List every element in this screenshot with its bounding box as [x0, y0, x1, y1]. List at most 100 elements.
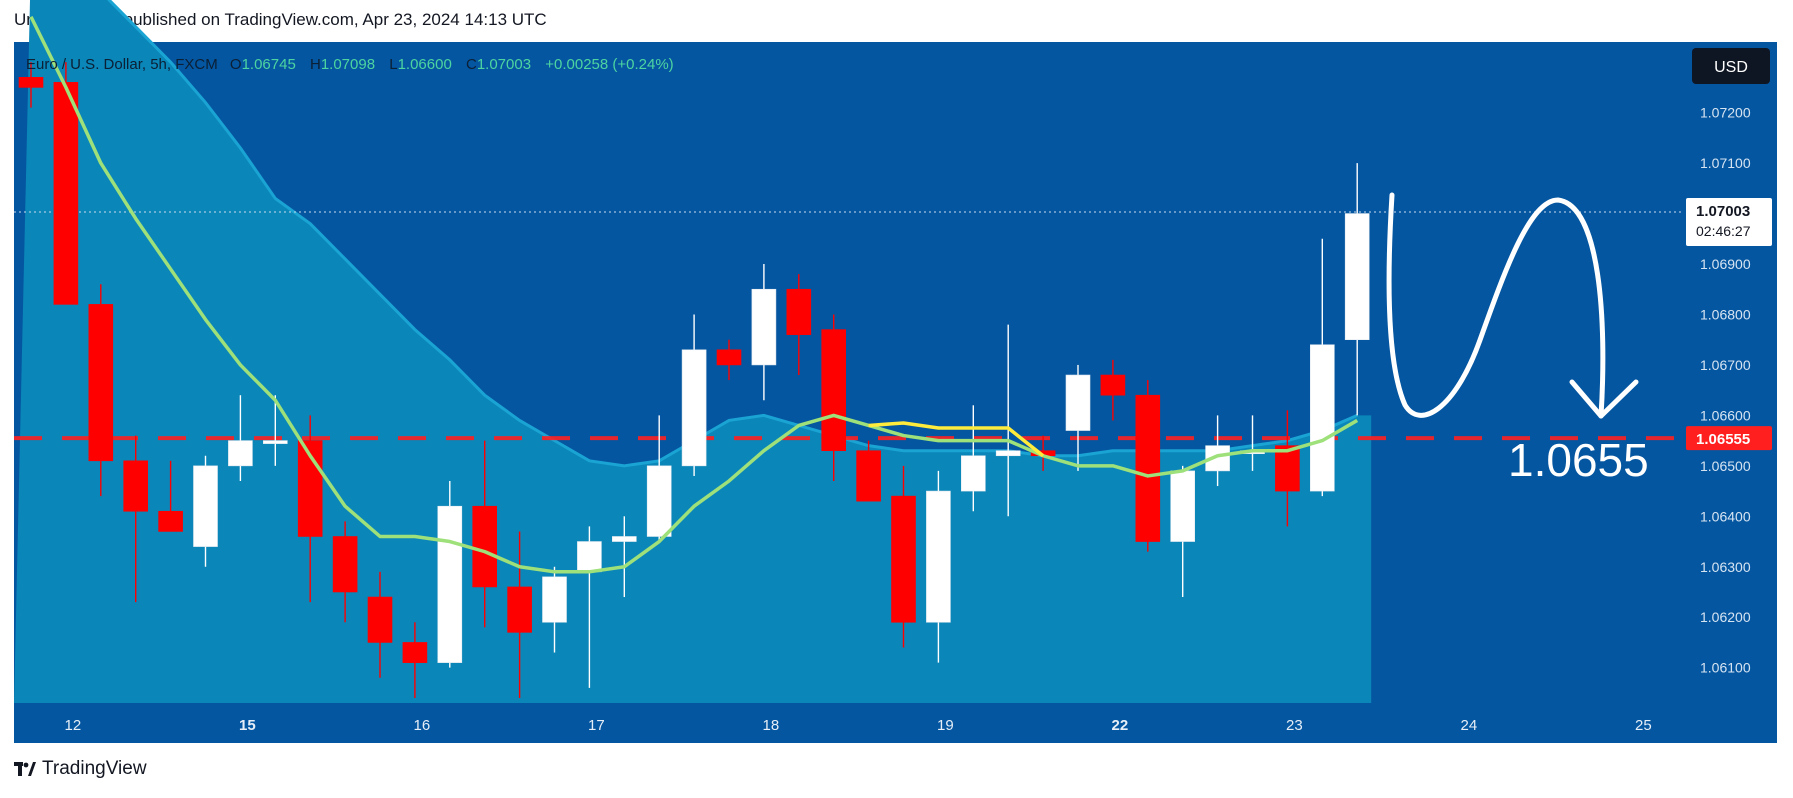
- candle-body: [891, 495, 916, 623]
- price-tick-label: 1.06300: [1700, 559, 1751, 575]
- candle-up: [681, 314, 707, 476]
- candle-body: [716, 349, 742, 366]
- candle-down: [507, 531, 532, 698]
- price-axis-panel: [1684, 42, 1777, 743]
- candle-body: [751, 288, 777, 366]
- legend-open-label: O: [230, 56, 242, 73]
- currency-button-label: USD: [1714, 59, 1748, 76]
- footer-brand-text: TradingView: [42, 758, 147, 779]
- time-tick-label: 24: [1461, 717, 1478, 734]
- legend-open-value: 1.06745: [242, 56, 296, 73]
- candle-down: [18, 62, 44, 108]
- legend-low-label: L: [389, 56, 397, 73]
- time-tick-label: 12: [65, 717, 82, 734]
- symbol-legend[interactable]: Euro / U.S. Dollar, 5h, FXCM O1.06745 H1…: [26, 56, 674, 73]
- candle-body: [332, 536, 358, 593]
- price-tick-label: 1.06900: [1700, 256, 1751, 272]
- candle-body: [18, 77, 44, 88]
- candle-body: [1100, 374, 1126, 396]
- candle-up: [1310, 238, 1335, 497]
- ma-fast-line: [29, 15, 1359, 574]
- candle-down: [123, 435, 148, 603]
- candle-down: [786, 274, 812, 376]
- candle-down: [856, 440, 881, 502]
- legend-close-value: 1.07003: [477, 56, 531, 73]
- candle-down: [891, 465, 916, 648]
- candle-body: [542, 576, 567, 623]
- time-tick-label: 23: [1286, 717, 1303, 734]
- last-price-badge: 1.07003 02:46:27: [1686, 198, 1772, 247]
- price-tick-label: 1.06500: [1700, 458, 1751, 474]
- candle-up: [960, 405, 986, 512]
- svg-text:Euro / U.S. Dollar, 5h, FXCM: Euro / U.S. Dollar, 5h, FXCM O1.06745 H1…: [26, 56, 674, 73]
- price-tick-label: 1.07200: [1700, 105, 1751, 121]
- candle-down: [1275, 410, 1300, 527]
- candle-up: [437, 480, 463, 668]
- legend-high-label: H: [310, 56, 321, 73]
- candle-body: [1065, 374, 1091, 431]
- candle-body: [437, 505, 463, 663]
- level-price-badge: 1.06555: [1686, 426, 1772, 451]
- price-tick-label: 1.07100: [1700, 155, 1751, 171]
- candle-body: [1310, 344, 1335, 492]
- candle-up: [1170, 465, 1195, 598]
- time-axis: 12 15 16 17 18 19 22 23 24 25: [65, 717, 1652, 734]
- candle-body: [577, 541, 602, 573]
- ma-area-fill: [14, 0, 1372, 703]
- time-tick-label: 25: [1635, 717, 1652, 734]
- candle-body: [158, 510, 183, 532]
- candle-body: [507, 586, 532, 633]
- annotation-target-price: 1.0655: [1508, 434, 1649, 486]
- level-price-value: 1.06555: [1696, 431, 1750, 448]
- candle-body: [926, 490, 951, 623]
- candle-up: [228, 395, 253, 481]
- time-tick-label: 22: [1112, 717, 1129, 734]
- candle-down: [53, 62, 79, 305]
- time-tick-label: 16: [414, 717, 431, 734]
- candle-down: [472, 440, 498, 628]
- candle-body: [123, 460, 148, 512]
- candlestick-series: [18, 62, 1370, 698]
- candle-body: [995, 450, 1021, 457]
- price-tick-label: 1.06600: [1700, 407, 1751, 423]
- candle-down: [332, 521, 358, 623]
- candle-body: [472, 505, 498, 588]
- candle-body: [611, 536, 637, 542]
- price-tick-label: 1.06200: [1700, 609, 1751, 625]
- candle-up: [577, 526, 602, 688]
- price-tick-label: 1.06100: [1700, 660, 1751, 676]
- candle-down: [821, 314, 847, 481]
- candle-down: [158, 460, 183, 532]
- moving-average-lines: [29, 15, 1359, 574]
- candle-up: [1205, 415, 1230, 487]
- candle-body: [646, 465, 672, 537]
- legend-high-value: 1.07098: [321, 56, 375, 73]
- price-tick-label: 1.06800: [1700, 306, 1751, 322]
- time-tick-label: 19: [937, 717, 954, 734]
- time-tick-label: 15: [239, 717, 256, 734]
- ma-highlight-segment: [868, 421, 1045, 458]
- footer-branding[interactable]: TradingView: [14, 758, 147, 780]
- candle-up: [611, 516, 637, 598]
- candle-up: [926, 470, 951, 663]
- candle-body: [262, 440, 288, 444]
- legend-change: +0.00258 (+0.24%): [545, 56, 673, 73]
- candle-body: [1344, 213, 1370, 341]
- time-axis-panel: [14, 703, 1777, 743]
- legend-symbol: Euro / U.S. Dollar, 5h, FXCM: [26, 56, 218, 73]
- candle-up: [1065, 364, 1091, 471]
- price-axis: 1.07200 1.07100 1.06900 1.06800 1.06700 1.066…: [1700, 105, 1751, 676]
- candle-up: [1344, 163, 1370, 416]
- candle-up: [646, 415, 672, 542]
- candle-down: [367, 571, 393, 678]
- candle-body: [681, 349, 707, 467]
- candle-body: [960, 455, 986, 492]
- candle-down: [402, 622, 428, 698]
- candle-body: [821, 329, 847, 452]
- candle-up: [193, 455, 218, 567]
- legend-low-value: 1.06600: [398, 56, 452, 73]
- tradingview-logo-icon: [14, 762, 36, 776]
- currency-button[interactable]: USD: [1692, 48, 1770, 84]
- candle-body: [228, 440, 253, 467]
